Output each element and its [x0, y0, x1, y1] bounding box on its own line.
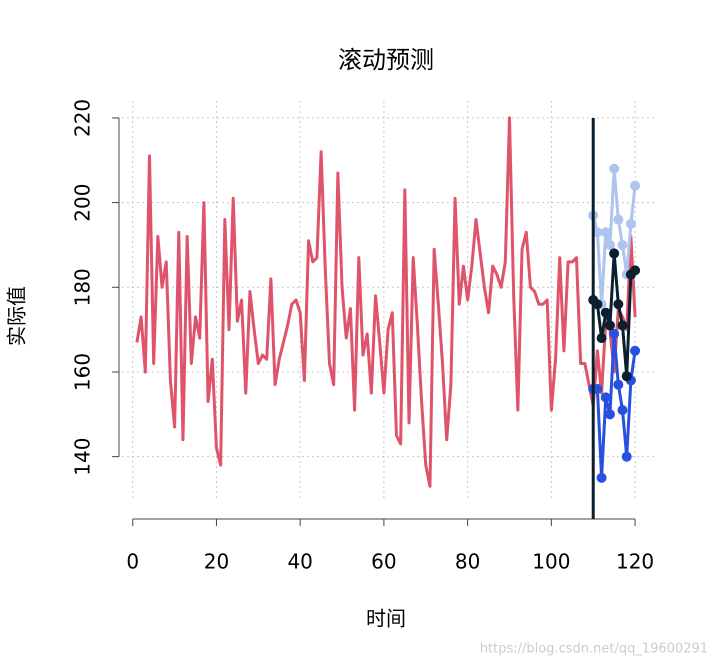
x-axis-title: 时间: [366, 607, 406, 631]
data-point: [613, 379, 624, 390]
data-point: [617, 239, 628, 250]
data-point: [600, 307, 611, 318]
data-point: [592, 299, 603, 310]
data-point: [630, 345, 641, 356]
x-tick-label: 0: [126, 550, 139, 574]
x-tick-label: 60: [371, 550, 396, 574]
data-point: [592, 227, 603, 238]
chart-title: 滚动预测: [338, 46, 434, 74]
data-point: [613, 214, 624, 225]
data-point: [613, 299, 624, 310]
x-tick-label: 120: [616, 550, 654, 574]
watermark: https://blog.csdn.net/qq_19600291: [480, 642, 708, 657]
data-point: [596, 333, 607, 344]
data-point: [596, 472, 607, 483]
x-tick-label: 80: [455, 550, 480, 574]
data-point: [600, 392, 611, 403]
data-point: [592, 383, 603, 394]
data-point: [604, 409, 615, 420]
data-point: [604, 239, 615, 250]
y-axis-title: 实际值: [5, 286, 29, 346]
x-tick-label: 20: [204, 550, 229, 574]
y-tick-label: 180: [71, 268, 95, 306]
x-tick-label: 40: [287, 550, 312, 574]
data-point: [621, 371, 632, 382]
data-point: [621, 451, 632, 462]
data-point: [609, 163, 620, 174]
series-line: [135, 116, 637, 488]
data-point: [625, 218, 636, 229]
data-point: [617, 405, 628, 416]
y-tick-label: 140: [71, 438, 95, 476]
y-tick-label: 220: [71, 99, 95, 137]
data-point: [630, 180, 641, 191]
data-point: [604, 320, 615, 331]
y-tick-label: 200: [71, 184, 95, 222]
x-tick-label: 100: [532, 550, 570, 574]
data-point: [609, 328, 620, 339]
data-point: [609, 248, 620, 259]
y-tick-label: 160: [71, 353, 95, 391]
data-point: [600, 227, 611, 238]
data-point: [617, 320, 628, 331]
data-point: [630, 265, 641, 276]
